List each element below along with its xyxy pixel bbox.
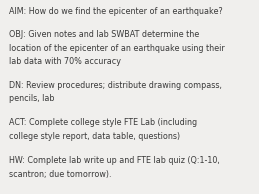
Text: DN: Review procedures; distribute drawing compass,: DN: Review procedures; distribute drawin… bbox=[9, 81, 222, 89]
Text: ACT: Complete college style FTE Lab (including: ACT: Complete college style FTE Lab (inc… bbox=[9, 118, 197, 127]
Text: AIM: How do we find the epicenter of an earthquake?: AIM: How do we find the epicenter of an … bbox=[9, 7, 223, 16]
Text: scantron; due tomorrow).: scantron; due tomorrow). bbox=[9, 170, 112, 179]
Text: OBJ: Given notes and lab SWBAT determine the: OBJ: Given notes and lab SWBAT determine… bbox=[9, 30, 199, 39]
Text: college style report, data table, questions): college style report, data table, questi… bbox=[9, 132, 180, 141]
Text: lab data with 70% accuracy: lab data with 70% accuracy bbox=[9, 57, 121, 66]
Text: location of the epicenter of an earthquake using their: location of the epicenter of an earthqua… bbox=[9, 44, 225, 53]
Text: HW: Complete lab write up and FTE lab quiz (Q:1-10,: HW: Complete lab write up and FTE lab qu… bbox=[9, 156, 220, 165]
Text: pencils, lab: pencils, lab bbox=[9, 94, 55, 103]
